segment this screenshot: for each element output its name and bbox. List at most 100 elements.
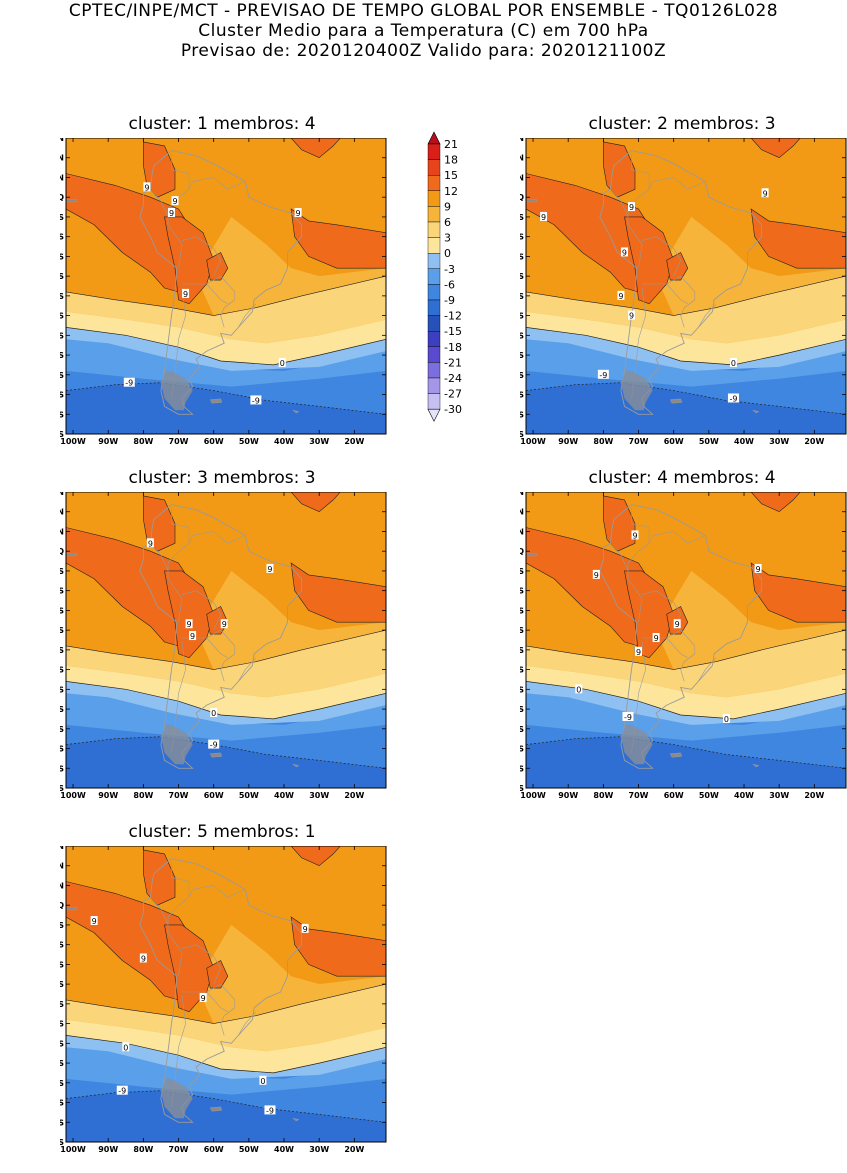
island — [209, 398, 223, 404]
temperature-band — [66, 1090, 386, 1142]
contour-label-box — [761, 188, 769, 198]
y-tick-label: EQ — [60, 547, 64, 556]
contour-label: -9 — [125, 379, 133, 388]
contour-label: 9 — [187, 620, 192, 629]
warm-core-region — [750, 562, 846, 623]
temperature-band — [526, 665, 846, 719]
island — [66, 198, 77, 203]
contour-label: 9 — [183, 290, 188, 299]
contour-label: 9 — [222, 620, 227, 629]
y-tick-label: 5N — [520, 527, 524, 536]
island — [526, 552, 537, 557]
contour-label: 9 — [303, 925, 308, 934]
x-tick-label: 40W — [734, 791, 754, 800]
x-tick-label: 50W — [699, 791, 719, 800]
contour-label: 9 — [654, 634, 659, 643]
x-tick-label: 50W — [239, 1145, 259, 1154]
contour-label: -9 — [729, 394, 737, 403]
warm-core-region — [666, 252, 689, 281]
header-line-1: CPTEC/INPE/MCT - PREVISAO DE TEMPO GLOBA… — [68, 1, 779, 21]
temperature-band — [656, 570, 846, 670]
contour-label-box — [301, 923, 309, 933]
y-tick-label: 35S — [520, 685, 524, 694]
zero-contour — [66, 327, 386, 366]
country-border — [167, 885, 246, 977]
temperature-band — [526, 382, 846, 434]
zero-contour — [526, 681, 846, 720]
x-tick-label: 100W — [60, 437, 86, 446]
legend-label: -21 — [444, 356, 462, 369]
contour-label: 0 — [123, 1043, 128, 1052]
map-frame — [65, 492, 387, 789]
south-america-coastline — [139, 150, 303, 415]
temperature-field: 9 9 9 9 0 0 -9 -9 — [66, 846, 386, 1142]
warm-core-region — [750, 138, 801, 159]
x-tick-label: 60W — [204, 437, 224, 446]
temperature-map: 9 9 9 9 9 9 0 -9 -9 15N 10N 5N EQ 5S 10S 15S 20S 25S 30S 35… — [520, 138, 847, 446]
y-tick-label: 45S — [520, 725, 524, 734]
temperature-band — [526, 681, 846, 725]
country-border — [171, 153, 190, 190]
y-tick-label: 15S — [60, 606, 64, 615]
x-tick-label: 90W — [558, 437, 578, 446]
temperature-band — [526, 630, 846, 698]
x-tick-label: 70W — [169, 1145, 189, 1154]
x-tick-label: 40W — [274, 791, 294, 800]
patagonia-land — [620, 724, 653, 765]
legend-label: -6 — [444, 278, 455, 291]
temperature-band — [66, 382, 386, 434]
legend-swatch — [427, 346, 441, 363]
y-tick-label: 30S — [60, 1020, 64, 1029]
country-border — [181, 944, 222, 985]
contour-label-box — [597, 369, 609, 379]
contour-label-box — [266, 563, 274, 573]
y-tick-label: 50S — [60, 391, 64, 400]
contour-label: 9 — [756, 565, 761, 574]
contour-label-box — [620, 247, 628, 257]
y-tick-label: 15S — [60, 960, 64, 969]
temperature-band — [526, 276, 846, 344]
x-tick-label: 80W — [593, 437, 613, 446]
y-tick-label: 40S — [60, 1059, 64, 1068]
country-border — [238, 657, 257, 682]
legend-swatch — [427, 221, 441, 238]
x-tick-label: 60W — [664, 791, 684, 800]
temperature-map: 9 9 9 9 9 9 0 0 -9 15N 10N 5N EQ 5S 10S 15S 20S 25S 30S 35S… — [520, 492, 847, 800]
legend-max-arrow — [427, 131, 441, 145]
y-tick-label: 45S — [520, 371, 524, 380]
x-tick-label: 70W — [629, 437, 649, 446]
contour-label-box — [167, 207, 175, 217]
contour-label-box — [729, 357, 737, 367]
south-america-coastline — [599, 504, 763, 769]
temperature-band — [196, 570, 386, 670]
country-border — [238, 1011, 257, 1036]
y-tick-label: 40S — [520, 351, 524, 360]
header-line-2: Cluster Medio para a Temperatura (C) em … — [198, 21, 649, 41]
y-tick-label: 10N — [60, 154, 64, 163]
y-tick-label: 5S — [60, 921, 64, 930]
y-tick-label: 5S — [520, 213, 524, 222]
x-tick-label: 80W — [593, 791, 613, 800]
y-tick-label: 10N — [60, 508, 64, 517]
contour-label-box — [627, 202, 635, 212]
y-tick-label: 20S — [60, 272, 64, 281]
warm-core-region — [290, 208, 386, 269]
island — [209, 752, 223, 758]
x-tick-label: 70W — [169, 791, 189, 800]
y-tick-label: 35S — [60, 1039, 64, 1048]
x-tick-label: 50W — [239, 437, 259, 446]
map-area: 9 9 9 9 9 0 -9 -9 15N 10N 5N EQ 5S 10S 15S 20S 25S 30S 35S… — [60, 138, 387, 446]
temperature-field: 9 9 9 9 9 0 -9 -9 — [66, 138, 386, 434]
patagonia-land — [160, 370, 193, 411]
country-border — [642, 629, 696, 682]
contour-label: -9 — [210, 741, 218, 750]
contour-label-box — [185, 619, 193, 629]
y-tick-label: 35S — [60, 685, 64, 694]
contour-label-box — [171, 196, 179, 206]
contour-label-box — [143, 182, 151, 192]
legend-min-arrow — [427, 408, 441, 422]
x-tick-label: 100W — [520, 791, 546, 800]
y-tick-label: 15N — [520, 492, 524, 497]
contour-label: 0 — [731, 359, 736, 368]
contour-label: 0 — [280, 359, 285, 368]
